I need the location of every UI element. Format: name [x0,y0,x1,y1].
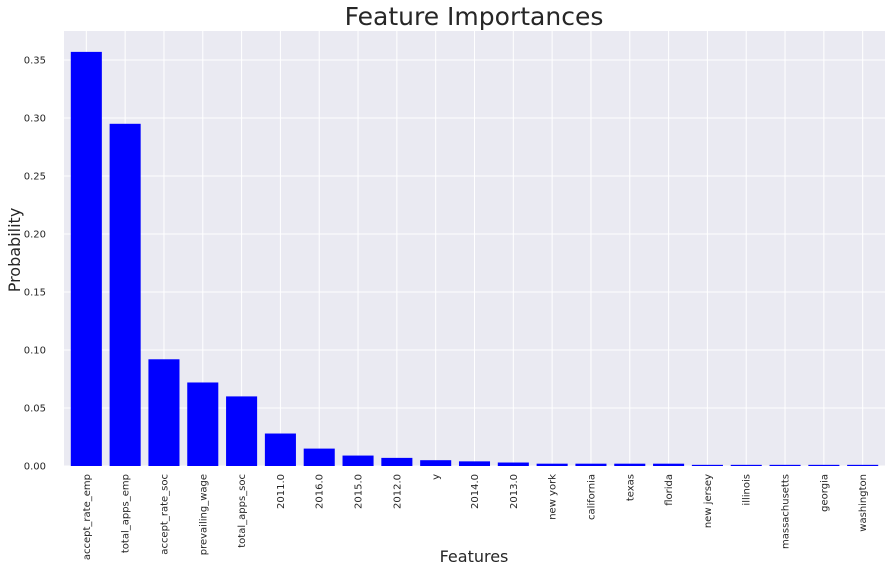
x-tick-label: prevailing_wage [198,474,209,555]
x-tick-label: total_apps_soc [237,474,248,548]
x-tick-label: new york [548,474,559,520]
bar-massachusetts [769,464,801,466]
x-tick-label: 2011.0 [276,474,287,509]
bar-total-apps-soc [226,396,258,466]
bar-total-apps-emp [109,123,141,467]
bar-2013-0 [497,462,529,466]
x-tick-label: 2012.0 [392,474,403,509]
bar-2015-0 [342,455,374,466]
x-tick-label: florida [664,474,675,506]
bar-illinois [730,464,762,466]
x-tick-label: illinois [742,474,753,506]
x-tick-labels: accept_rate_emp total_apps_emp accept_rate… [82,474,869,560]
x-tick-label: 2014.0 [470,474,481,509]
bar-2012-0 [381,457,413,466]
y-tick-label: 0.35 [24,56,46,67]
bar-washington [847,464,879,466]
x-tick-label: massachusetts [781,474,792,549]
bar-florida [653,463,685,466]
y-tick-label: 0.20 [24,230,46,241]
bar-2014-0 [458,461,491,466]
x-tick-label: y [431,474,442,480]
x-tick-label: california [586,474,597,520]
x-tick-label: georgia [819,474,830,512]
y-tick-label: 0.05 [24,404,46,415]
bar-2016-0 [303,448,335,466]
x-tick-label: 2013.0 [509,474,520,509]
bar-accept-rate-emp [70,51,102,466]
bar-new-york [536,463,568,466]
x-tick-label: accept_rate_soc [159,474,170,555]
y-tick-label: 0.30 [24,114,46,125]
x-tick-label: total_apps_emp [121,474,132,553]
bar-accept-rate-soc [148,359,180,466]
bar-new-jersey [691,464,723,466]
x-tick-label: new jersey [703,474,714,528]
x-tick-label: washington [858,474,869,532]
y-tick-labels: 0.00 0.05 0.10 0.15 0.20 0.25 0.30 0.35 [24,56,46,473]
chart-title: Feature Importances [345,2,604,31]
x-axis-label: Features [440,547,509,566]
bar-2011-0 [264,433,296,466]
bar-georgia [808,464,840,466]
y-tick-label: 0.15 [24,288,46,299]
y-tick-label: 0.10 [24,346,46,357]
x-tick-label: accept_rate_emp [82,474,93,560]
x-tick-label: 2015.0 [354,474,365,509]
bar-texas [614,463,646,466]
y-tick-label: 0.00 [24,462,46,473]
bars [70,51,879,467]
y-axis-label: Probability [5,208,24,293]
y-tick-label: 0.25 [24,172,46,183]
bar-california [575,463,607,466]
x-tick-label: texas [625,474,636,501]
x-tick-label: 2016.0 [315,474,326,509]
bar-y [420,460,452,466]
bar-prevailing-wage [187,382,219,466]
